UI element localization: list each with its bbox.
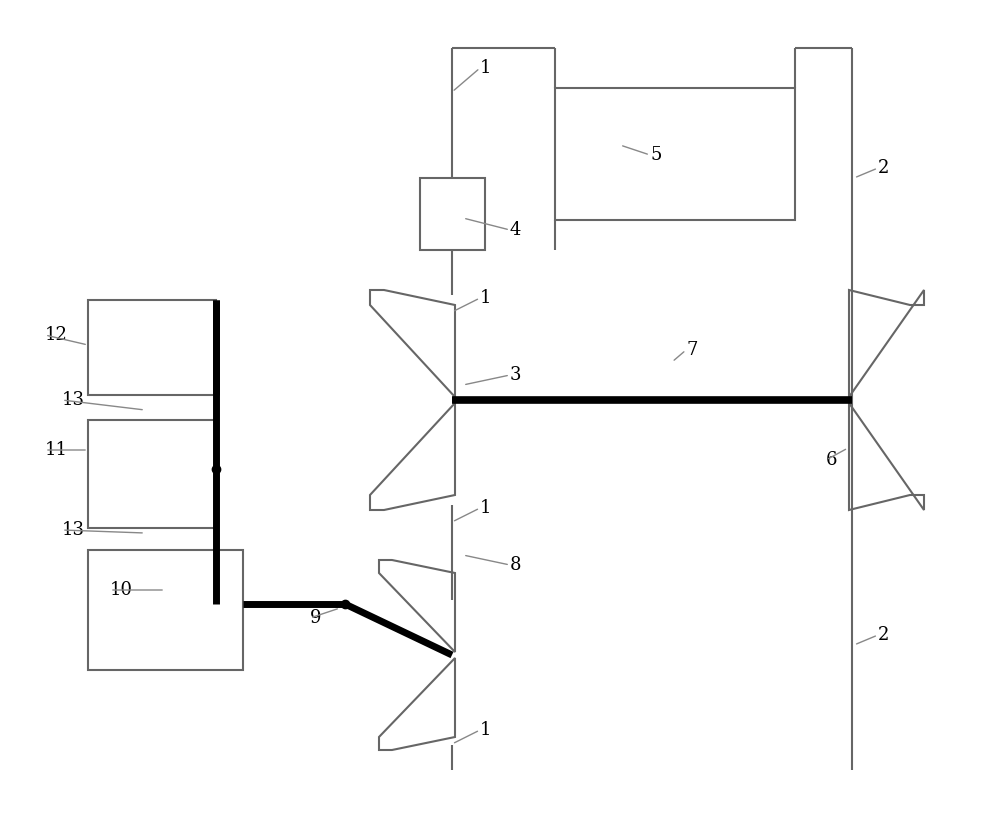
- Text: 12: 12: [45, 326, 68, 344]
- Polygon shape: [370, 290, 455, 397]
- Text: 1: 1: [480, 499, 492, 517]
- Text: 2: 2: [878, 159, 889, 177]
- Polygon shape: [379, 658, 455, 750]
- Text: 4: 4: [510, 221, 521, 239]
- Text: 6: 6: [826, 451, 838, 469]
- Bar: [88, 300, 216, 395]
- Bar: [88, 420, 216, 528]
- Polygon shape: [379, 560, 455, 652]
- Bar: [555, 88, 795, 220]
- Text: 1: 1: [480, 289, 492, 307]
- Text: 11: 11: [45, 441, 68, 459]
- Text: 2: 2: [878, 626, 889, 644]
- Polygon shape: [370, 403, 455, 510]
- Text: 1: 1: [480, 721, 492, 739]
- Bar: [88, 550, 243, 670]
- Text: 7: 7: [686, 341, 697, 359]
- Text: 13: 13: [62, 521, 85, 539]
- Text: 5: 5: [650, 146, 661, 164]
- Polygon shape: [849, 290, 924, 397]
- Text: 3: 3: [510, 366, 522, 384]
- Text: 8: 8: [510, 556, 522, 574]
- Text: 9: 9: [310, 609, 322, 627]
- Polygon shape: [849, 403, 924, 510]
- Bar: [420, 178, 485, 250]
- Text: 13: 13: [62, 391, 85, 409]
- Text: 1: 1: [480, 59, 492, 77]
- Text: 10: 10: [110, 581, 133, 599]
